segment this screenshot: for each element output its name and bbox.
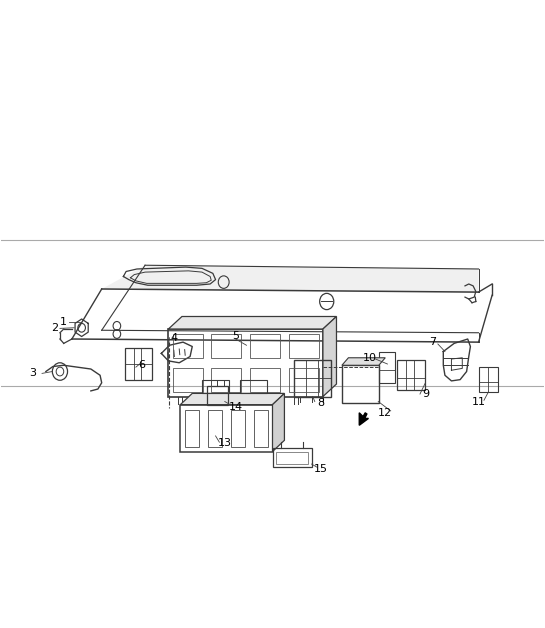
Bar [202, 380, 229, 393]
Bar [397, 360, 426, 390]
Bar [289, 368, 319, 391]
Polygon shape [342, 358, 385, 365]
Text: 3: 3 [29, 369, 37, 379]
Bar [342, 365, 379, 403]
Polygon shape [359, 413, 368, 425]
Bar [379, 352, 395, 383]
Bar [250, 368, 280, 391]
Bar [240, 380, 267, 393]
Bar [250, 334, 280, 358]
Text: 4: 4 [170, 333, 177, 343]
Bar [173, 368, 203, 391]
Text: 2: 2 [51, 323, 58, 333]
Polygon shape [272, 393, 284, 452]
Text: 1: 1 [60, 317, 67, 327]
Text: 10: 10 [363, 353, 377, 363]
Polygon shape [102, 265, 479, 292]
Bar [208, 409, 222, 447]
Bar [180, 404, 272, 452]
Bar [173, 334, 203, 358]
Bar [276, 452, 308, 464]
Bar [211, 334, 241, 358]
Bar [294, 360, 331, 396]
Text: 8: 8 [318, 398, 325, 408]
Bar [208, 386, 228, 404]
Text: 14: 14 [228, 401, 243, 411]
Text: 7: 7 [429, 337, 436, 347]
Bar [211, 368, 241, 391]
Text: 9: 9 [422, 389, 429, 399]
Text: 6: 6 [138, 360, 145, 371]
Bar [231, 409, 245, 447]
Bar [272, 448, 312, 467]
Polygon shape [180, 393, 284, 404]
Bar [168, 329, 323, 396]
Text: 15: 15 [314, 464, 328, 474]
Text: 12: 12 [378, 408, 392, 418]
Bar [289, 334, 319, 358]
Bar [254, 409, 268, 447]
Text: 11: 11 [471, 396, 486, 406]
Polygon shape [323, 317, 336, 396]
Bar [185, 409, 199, 447]
Polygon shape [168, 317, 336, 329]
Bar [125, 349, 152, 380]
Text: 5: 5 [232, 331, 239, 341]
Text: 13: 13 [218, 438, 232, 448]
Bar [479, 367, 498, 392]
